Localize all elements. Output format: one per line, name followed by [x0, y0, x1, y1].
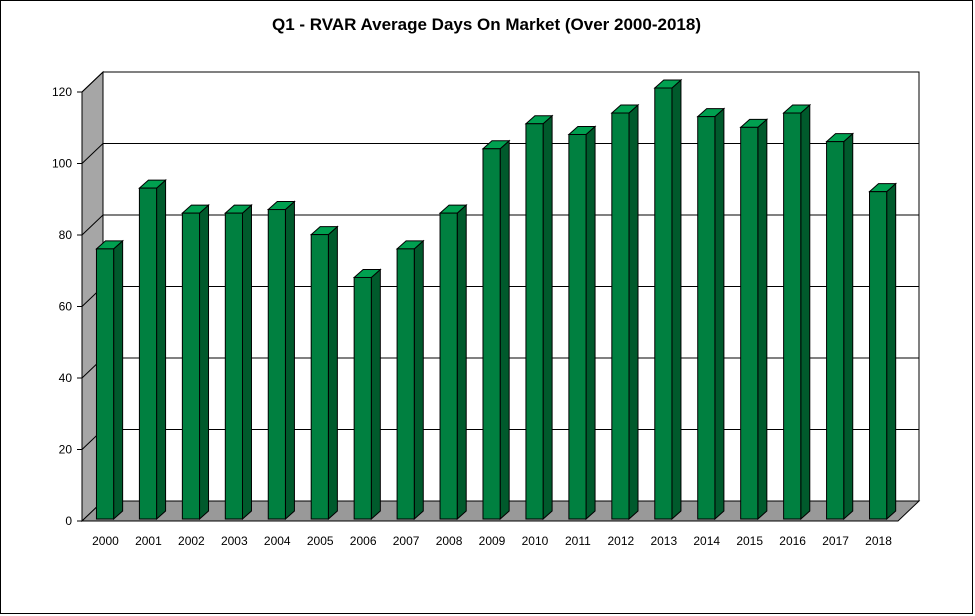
x-tick-label: 2006	[350, 534, 377, 548]
bar-side	[284, 200, 295, 521]
gridline	[81, 214, 919, 236]
y-tick-label: 0	[65, 514, 72, 528]
bar	[224, 212, 243, 520]
x-tick-label: 2014	[693, 534, 720, 548]
x-tick-label: 2003	[221, 534, 248, 548]
bar	[611, 112, 630, 520]
bar-side	[156, 178, 167, 521]
bar	[310, 234, 329, 520]
x-tick-label: 2017	[822, 534, 849, 548]
bar-side	[241, 204, 252, 521]
bar-side	[456, 204, 467, 521]
y-tick-label: 80	[59, 228, 73, 242]
bar	[740, 126, 759, 520]
gridline	[81, 143, 919, 164]
bar	[95, 248, 115, 520]
bar	[181, 212, 201, 520]
bar-side	[757, 118, 768, 521]
bar	[267, 209, 286, 520]
bar-side	[585, 125, 596, 521]
x-tick-label: 2007	[393, 534, 420, 548]
x-tick-label: 2016	[779, 534, 806, 548]
bar-side	[800, 103, 811, 521]
bar	[396, 248, 415, 520]
bar	[654, 87, 673, 520]
x-tick-label: 2005	[307, 534, 334, 548]
bar	[525, 123, 544, 520]
x-tick-label: 2013	[650, 534, 677, 548]
bar-side	[542, 114, 553, 521]
y-tick-label: 60	[59, 300, 73, 314]
bar	[826, 141, 845, 520]
bar	[783, 112, 802, 520]
x-tick-label: 2001	[135, 534, 162, 548]
bar-side	[113, 239, 124, 521]
bar-side	[199, 204, 210, 521]
x-tick-label: 2004	[264, 534, 291, 548]
x-tick-label: 2000	[92, 534, 119, 548]
bar-side	[413, 239, 424, 521]
bar-side	[327, 225, 338, 521]
x-tick-label: 2008	[436, 534, 463, 548]
bar-side	[370, 268, 381, 521]
y-tick-label: 40	[59, 371, 73, 385]
x-tick-label: 2002	[178, 534, 205, 548]
bar-side	[843, 132, 854, 521]
bar-side	[886, 182, 897, 521]
bar-side	[671, 78, 682, 521]
bar-side	[628, 103, 639, 521]
gridline	[81, 71, 919, 93]
bar	[439, 212, 458, 520]
x-tick-label: 2015	[736, 534, 763, 548]
bar	[482, 148, 501, 520]
y-tick-label: 120	[52, 85, 72, 99]
chart-title: Q1 - RVAR Average Days On Market (Over 2…	[272, 15, 701, 34]
y-tick-label: 100	[52, 157, 72, 171]
y-tick-label: 20	[59, 443, 73, 457]
x-tick-label: 2011	[565, 534, 591, 548]
bar	[697, 116, 716, 520]
bar	[869, 191, 888, 520]
x-tick-label: 2018	[865, 534, 892, 548]
x-tick-label: 2009	[479, 534, 506, 548]
bar-side	[499, 139, 510, 521]
bar-side	[714, 107, 725, 521]
bar	[353, 276, 372, 520]
bar	[138, 187, 158, 520]
x-tick-label: 2012	[607, 534, 634, 548]
x-tick-label: 2010	[522, 534, 549, 548]
bar	[568, 133, 587, 520]
